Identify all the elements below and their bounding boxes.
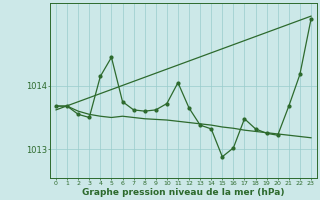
X-axis label: Graphe pression niveau de la mer (hPa): Graphe pression niveau de la mer (hPa) — [82, 188, 285, 197]
